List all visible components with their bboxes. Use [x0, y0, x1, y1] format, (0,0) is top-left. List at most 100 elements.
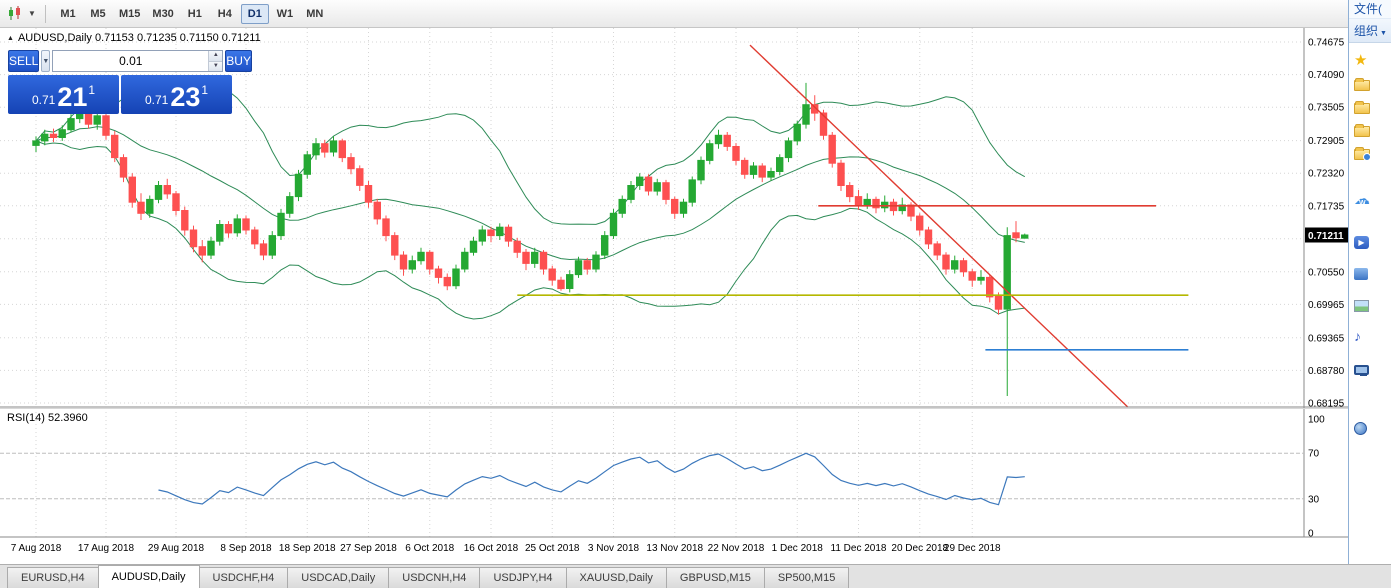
svg-text:0.74090: 0.74090 — [1308, 70, 1345, 81]
video-icon: ▶ — [1354, 236, 1369, 249]
timeframe-h1[interactable]: H1 — [187, 7, 202, 20]
chart-tab-usdcad-daily[interactable]: USDCAD,Daily — [287, 567, 390, 588]
svg-text:0.68780: 0.68780 — [1308, 366, 1345, 377]
timeframe-w1[interactable]: W1 — [276, 7, 294, 20]
chart-style-icon[interactable] — [6, 5, 26, 23]
timeframe-mn[interactable]: MN — [306, 7, 324, 20]
explorer-nav-list: ★ ☁ W ▶ ♪ — [1349, 43, 1391, 439]
sell-price-sup: 1 — [88, 83, 96, 97]
folder-badge-icon — [1354, 146, 1371, 161]
explorer-item[interactable] — [1349, 357, 1391, 380]
explorer-sidebar: 文件( 组织 ▼ ★ ☁ W ▶ ♪ — [1348, 0, 1391, 564]
volume-stepper: ▲ ▼ — [208, 51, 223, 71]
order-type-dropdown[interactable]: ▼ — [41, 50, 51, 72]
svg-text:0.72320: 0.72320 — [1308, 169, 1345, 180]
descending-trendline[interactable] — [749, 44, 1129, 408]
explorer-item[interactable]: ★ — [1349, 49, 1391, 72]
folder-icon — [1354, 100, 1370, 114]
svg-text:29 Dec 2018: 29 Dec 2018 — [944, 543, 1001, 554]
toolbar-separator — [45, 4, 46, 23]
chart-title-text: AUDUSD,Daily 0.71153 0.71235 0.71150 0.7… — [17, 32, 261, 44]
explorer-item[interactable] — [1349, 72, 1391, 95]
explorer-item[interactable] — [1349, 293, 1391, 316]
buy-button[interactable]: BUY — [225, 50, 252, 72]
explorer-organize-button[interactable]: 组织 ▼ — [1349, 19, 1391, 43]
folder-icon — [1354, 123, 1370, 137]
volume-field-wrap: ▲ ▼ — [52, 50, 224, 72]
network-icon — [1354, 422, 1367, 435]
volume-input[interactable] — [53, 51, 209, 71]
svg-text:7 Aug 2018: 7 Aug 2018 — [11, 543, 62, 554]
svg-text:30: 30 — [1308, 494, 1320, 505]
svg-text:0.71211: 0.71211 — [1308, 231, 1344, 242]
explorer-item[interactable] — [1349, 416, 1391, 439]
timeframe-m15[interactable]: M15 — [119, 7, 141, 20]
sell-price-big: 21 — [57, 82, 88, 112]
top-toolbar: ▼ M1 M5 M15 M30 H1 H4 D1 W1 MN — [0, 0, 1348, 28]
svg-text:0.73505: 0.73505 — [1308, 103, 1345, 114]
explorer-file-menu[interactable]: 文件( — [1349, 0, 1391, 19]
timeframe-m5[interactable]: M5 — [90, 7, 106, 20]
volume-increase-button[interactable]: ▲ — [209, 51, 223, 62]
svg-text:11 Dec 2018: 11 Dec 2018 — [831, 543, 887, 554]
chevron-down-icon[interactable]: ▼ — [28, 9, 36, 18]
chart-tab-usdchf-h4[interactable]: USDCHF,H4 — [198, 567, 289, 588]
timeframe-toolbar: M1 M5 M15 M30 H1 H4 D1 W1 MN — [53, 3, 330, 24]
svg-text:0: 0 — [1308, 529, 1314, 540]
picture-icon — [1354, 300, 1369, 312]
computer-icon — [1354, 364, 1369, 376]
explorer-item[interactable] — [1349, 118, 1391, 141]
chart-tab-eurusd-h4[interactable]: EURUSD,H4 — [7, 567, 99, 588]
svg-text:16 Oct 2018: 16 Oct 2018 — [464, 543, 519, 554]
svg-text:0.74675: 0.74675 — [1308, 38, 1345, 49]
timeframe-h4[interactable]: H4 — [217, 7, 232, 20]
chevron-down-icon: ▼ — [42, 57, 50, 65]
timeframe-m30[interactable]: M30 — [152, 7, 174, 20]
svg-text:0.68195: 0.68195 — [1308, 399, 1345, 410]
volume-decrease-button[interactable]: ▼ — [209, 61, 223, 71]
explorer-item[interactable]: ♪ — [1349, 325, 1391, 348]
folder-icon — [1354, 77, 1370, 91]
chart-tab-usdcnh-h4[interactable]: USDCNH,H4 — [388, 567, 481, 588]
sell-price-display[interactable]: 0.71 21 1 — [8, 75, 119, 114]
chart-tab-usdjpy-h4[interactable]: USDJPY,H4 — [479, 567, 567, 588]
svg-text:0.71735: 0.71735 — [1308, 201, 1345, 212]
buy-price-display[interactable]: 0.71 23 1 — [121, 75, 232, 114]
explorer-item[interactable] — [1349, 261, 1391, 284]
chart-tab-sp500-m15[interactable]: SP500,M15 — [763, 567, 850, 588]
date-axis[interactable]: 7 Aug 2018 17 Aug 2018 29 Aug 2018 8 Sep 20… — [11, 543, 1001, 554]
svg-text:6 Oct 2018: 6 Oct 2018 — [405, 543, 454, 554]
organize-label: 组织 — [1354, 24, 1379, 38]
current-price-tag: 0.71211 — [1305, 227, 1348, 243]
timeframe-m1[interactable]: M1 — [60, 7, 76, 20]
svg-text:0.69365: 0.69365 — [1308, 333, 1345, 344]
price-chart-canvas[interactable]: 0.74675 0.74090 0.73505 0.72905 0.72320 0.717… — [0, 28, 1348, 564]
chevron-down-icon: ▼ — [1380, 30, 1387, 37]
music-icon: ♪ — [1354, 328, 1361, 344]
rsi-line — [158, 452, 1025, 506]
buy-price-big: 23 — [170, 82, 201, 112]
chart-tab-gbpusd-m15[interactable]: GBPUSD,M15 — [665, 567, 765, 588]
svg-text:25 Oct 2018: 25 Oct 2018 — [525, 543, 580, 554]
shortcut-icon — [1354, 268, 1368, 280]
svg-text:13 Nov 2018: 13 Nov 2018 — [646, 543, 703, 554]
svg-text:3 Nov 2018: 3 Nov 2018 — [588, 543, 640, 554]
timeframe-d1[interactable]: D1 — [240, 3, 269, 24]
chart-tab-audusd-daily[interactable]: AUDUSD,Daily — [97, 565, 200, 588]
cloud-icon: ☁ W — [1354, 191, 1370, 208]
sell-button[interactable]: SELL — [8, 50, 40, 72]
explorer-item[interactable]: ☁ W — [1349, 188, 1391, 211]
svg-text:29 Aug 2018: 29 Aug 2018 — [148, 543, 205, 554]
rsi-indicator-label: RSI(14) 52.3960 — [7, 412, 88, 424]
grid-layer — [0, 28, 1304, 537]
explorer-item[interactable] — [1349, 141, 1391, 164]
svg-text:8 Sep 2018: 8 Sep 2018 — [220, 543, 272, 554]
svg-text:20 Dec 2018: 20 Dec 2018 — [891, 543, 948, 554]
explorer-item[interactable]: ▶ — [1349, 230, 1391, 253]
price-axis[interactable]: 0.74675 0.74090 0.73505 0.72905 0.72320 0.717… — [1308, 38, 1345, 540]
chart-tab-xauusd-daily[interactable]: XAUUSD,Daily — [565, 567, 667, 588]
buy-price-sup: 1 — [201, 83, 209, 97]
svg-text:0.72905: 0.72905 — [1308, 136, 1345, 147]
explorer-item[interactable] — [1349, 95, 1391, 118]
